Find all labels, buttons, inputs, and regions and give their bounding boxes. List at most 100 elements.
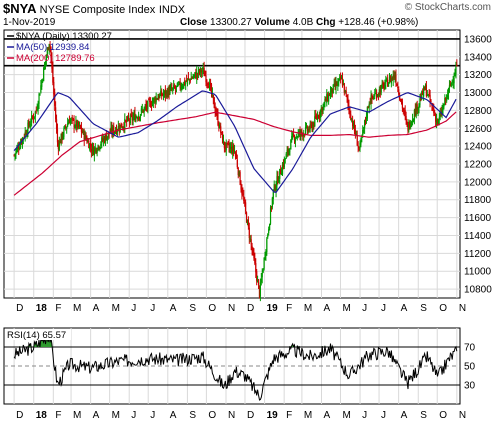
rsi-x-tick-label: D xyxy=(247,410,254,421)
price-candle xyxy=(268,229,270,234)
price-candle xyxy=(176,82,178,88)
price-candle xyxy=(58,140,60,151)
price-candle xyxy=(133,114,135,117)
price-candle xyxy=(333,83,335,85)
price-candle xyxy=(89,143,91,150)
price-candle xyxy=(411,119,414,122)
y-tick-label: 13400 xyxy=(464,52,492,63)
price-candle xyxy=(202,68,204,70)
price-candle xyxy=(274,185,276,191)
price-candle xyxy=(289,150,291,152)
x-tick-label: J xyxy=(381,303,386,314)
price-candle xyxy=(30,123,32,125)
price-candle xyxy=(284,158,286,160)
legend-label: $NYA (Daily) 13300.27 xyxy=(16,31,112,42)
x-tick-label: S xyxy=(189,303,196,314)
price-candle xyxy=(438,117,440,120)
price-candle xyxy=(117,125,119,131)
price-candle xyxy=(433,108,435,114)
price-candle xyxy=(34,111,36,117)
price-bars xyxy=(13,41,458,302)
price-candle xyxy=(344,90,346,92)
rsi-x-tick-label: S xyxy=(189,410,196,421)
price-candle xyxy=(110,127,112,133)
price-candle xyxy=(376,94,379,97)
price-candle xyxy=(335,82,337,89)
price-candle xyxy=(407,122,409,131)
price-candle xyxy=(260,278,262,283)
price-candle xyxy=(397,87,399,89)
price-candle xyxy=(352,120,354,126)
price-candle xyxy=(450,82,452,87)
price-candle xyxy=(120,122,122,128)
price-candle xyxy=(189,79,191,82)
price-candle xyxy=(285,153,287,159)
price-candle xyxy=(380,85,382,93)
x-tick-label: M xyxy=(342,303,350,314)
price-candle xyxy=(249,238,251,240)
price-candle xyxy=(331,88,333,93)
price-candle xyxy=(255,263,257,273)
price-candle xyxy=(303,133,305,137)
price-candle xyxy=(270,207,273,209)
price-candle xyxy=(25,132,27,135)
price-candle xyxy=(320,108,322,113)
price-candle xyxy=(410,125,412,128)
price-candle xyxy=(207,83,209,86)
price-candle xyxy=(162,94,164,96)
rsi-x-tick-label: M xyxy=(304,410,312,421)
price-candle xyxy=(412,119,415,122)
price-candle xyxy=(456,65,458,67)
price-candle xyxy=(196,71,198,79)
price-candle xyxy=(314,116,316,127)
price-candle xyxy=(71,117,73,119)
price-candle xyxy=(401,101,404,109)
rsi-x-tick-label: F xyxy=(55,410,61,421)
price-candle xyxy=(76,120,78,128)
price-candle xyxy=(229,147,231,150)
price-candle xyxy=(179,81,181,88)
price-candle xyxy=(276,176,278,186)
price-candle xyxy=(93,148,95,156)
brand-label: © StockCharts.com xyxy=(404,2,491,13)
rsi-x-tick-label: J xyxy=(381,410,386,421)
price-candle xyxy=(378,89,380,97)
price-candle xyxy=(308,129,310,131)
rsi-x-tick-label: M xyxy=(112,410,120,421)
ma200-line xyxy=(13,111,457,196)
price-candle xyxy=(280,170,282,175)
price-candle xyxy=(125,120,127,122)
price-candle xyxy=(182,86,184,88)
x-tick-label: A xyxy=(323,303,330,314)
price-candle xyxy=(370,95,372,104)
price-candle xyxy=(14,153,16,156)
price-candle xyxy=(266,238,268,253)
price-candle xyxy=(243,195,245,201)
legend-label: MA(50) 12939.84 xyxy=(16,42,89,53)
price-candle xyxy=(294,138,297,142)
price-candle xyxy=(191,77,193,79)
price-candle xyxy=(169,88,171,95)
x-tick-label: F xyxy=(286,303,292,314)
price-candle xyxy=(435,114,437,122)
price-candle xyxy=(150,105,153,107)
price-candle xyxy=(81,130,83,133)
price-candle xyxy=(447,87,450,94)
price-candle xyxy=(242,193,244,196)
y-tick-label: 12000 xyxy=(464,177,492,188)
price-candle xyxy=(153,97,155,100)
price-candle xyxy=(283,158,285,168)
price-candle xyxy=(62,135,64,138)
price-candle xyxy=(390,77,392,84)
price-candle xyxy=(102,138,105,141)
price-candle xyxy=(177,84,179,86)
price-candle xyxy=(82,130,84,134)
price-candle xyxy=(104,134,107,142)
price-candle xyxy=(122,126,124,128)
rsi-x-tick-label: 19 xyxy=(267,410,279,421)
price-candle xyxy=(399,98,402,102)
y-tick-label: 11200 xyxy=(464,249,492,260)
price-candle xyxy=(449,83,451,86)
price-candle xyxy=(425,84,428,97)
